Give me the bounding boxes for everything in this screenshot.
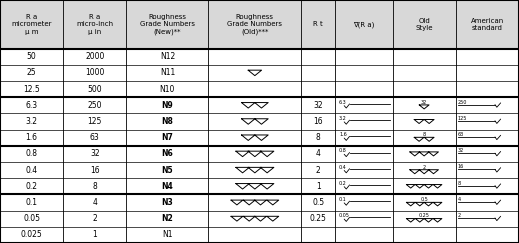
Bar (0, 0, 519, 49)
Text: 2: 2 (316, 165, 320, 175)
Text: 0.05: 0.05 (339, 213, 350, 218)
Text: Old
Style: Old Style (415, 17, 433, 31)
Text: 4: 4 (92, 198, 97, 207)
Text: N3: N3 (161, 198, 173, 207)
Text: 125: 125 (88, 117, 102, 126)
Text: 0.8: 0.8 (339, 148, 347, 153)
Text: 16: 16 (458, 164, 464, 169)
Text: 0.1: 0.1 (25, 198, 37, 207)
Text: 250: 250 (88, 101, 102, 110)
Text: 2: 2 (92, 214, 97, 223)
Text: 32: 32 (458, 148, 464, 153)
Text: 250: 250 (458, 100, 467, 104)
Text: R a
micro-inch
μ in: R a micro-inch μ in (76, 14, 114, 35)
Text: N8: N8 (161, 117, 173, 126)
Text: 0.25: 0.25 (419, 213, 430, 218)
Text: N4: N4 (161, 182, 173, 191)
Text: 32: 32 (421, 100, 427, 105)
Text: 0.2: 0.2 (339, 181, 347, 186)
Text: 2: 2 (422, 165, 426, 170)
Text: 2000: 2000 (85, 52, 104, 61)
Text: 125: 125 (458, 116, 467, 121)
Text: 63: 63 (458, 132, 464, 137)
Text: N2: N2 (161, 214, 173, 223)
Text: N10: N10 (160, 85, 175, 94)
Text: N6: N6 (161, 149, 173, 158)
Text: N11: N11 (160, 68, 175, 78)
Text: N9: N9 (161, 101, 173, 110)
Text: 500: 500 (88, 85, 102, 94)
Text: N12: N12 (160, 52, 175, 61)
Text: 12.5: 12.5 (23, 85, 40, 94)
Text: Roughness
Grade Numbers
(Old)***: Roughness Grade Numbers (Old)*** (227, 14, 282, 35)
Text: N1: N1 (162, 230, 173, 239)
Text: 0.5: 0.5 (420, 197, 428, 202)
Text: 3.2: 3.2 (339, 116, 347, 121)
Text: 0.1: 0.1 (339, 197, 347, 202)
Text: 1.6: 1.6 (25, 133, 37, 142)
Text: 0.4: 0.4 (339, 165, 347, 170)
Text: 6.3: 6.3 (339, 100, 347, 105)
Text: 32: 32 (313, 101, 323, 110)
Text: 4: 4 (316, 149, 321, 158)
Text: 16: 16 (90, 165, 100, 175)
Text: N5: N5 (161, 165, 173, 175)
Text: R t: R t (313, 21, 323, 27)
Text: American
standard: American standard (471, 17, 504, 31)
Text: 1: 1 (316, 182, 320, 191)
Text: 0.2: 0.2 (25, 182, 37, 191)
Text: 0.4: 0.4 (25, 165, 38, 175)
Text: 0.5: 0.5 (312, 198, 324, 207)
Text: N7: N7 (161, 133, 173, 142)
Text: 25: 25 (27, 68, 36, 78)
Text: 8: 8 (422, 132, 426, 138)
Text: 0.05: 0.05 (23, 214, 40, 223)
Text: 32: 32 (90, 149, 100, 158)
Text: 3.2: 3.2 (25, 117, 37, 126)
Text: 63: 63 (90, 133, 100, 142)
Text: R a
micrometer
μ m: R a micrometer μ m (11, 14, 52, 35)
Text: 2: 2 (458, 213, 461, 218)
Text: ∇(R a): ∇(R a) (353, 21, 374, 27)
Text: Roughness
Grade Numbers
(New)**: Roughness Grade Numbers (New)** (140, 14, 195, 35)
Text: 1000: 1000 (85, 68, 104, 78)
Text: 6.3: 6.3 (25, 101, 38, 110)
Text: 0.8: 0.8 (25, 149, 37, 158)
Text: 1: 1 (92, 230, 97, 239)
Text: 50: 50 (27, 52, 36, 61)
Text: 8: 8 (316, 133, 320, 142)
Text: 0.025: 0.025 (21, 230, 43, 239)
Text: 1.6: 1.6 (339, 132, 347, 137)
Text: 8: 8 (458, 181, 461, 186)
Text: 0.25: 0.25 (310, 214, 326, 223)
Text: 8: 8 (92, 182, 97, 191)
Text: 16: 16 (313, 117, 323, 126)
Text: 4: 4 (458, 197, 461, 202)
